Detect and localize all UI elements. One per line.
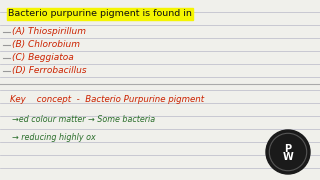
Text: → reducing highly ox: → reducing highly ox — [12, 134, 96, 143]
Circle shape — [266, 130, 310, 174]
Text: (B) Chlorobium: (B) Chlorobium — [12, 40, 80, 50]
Text: W: W — [283, 152, 293, 162]
Text: Key    concept  -  Bacterio Purpurine pigment: Key concept - Bacterio Purpurine pigment — [10, 96, 204, 105]
Text: (C) Beggiatoa: (C) Beggiatoa — [12, 53, 74, 62]
Text: Bacterio purpurine pigment is found in: Bacterio purpurine pigment is found in — [8, 10, 192, 19]
Text: P: P — [284, 144, 292, 154]
Text: (D) Ferrobacillus: (D) Ferrobacillus — [12, 66, 87, 75]
Text: (A) Thiospirillum: (A) Thiospirillum — [12, 28, 86, 37]
Text: →ed colour matter → Some bacteria: →ed colour matter → Some bacteria — [12, 116, 155, 125]
